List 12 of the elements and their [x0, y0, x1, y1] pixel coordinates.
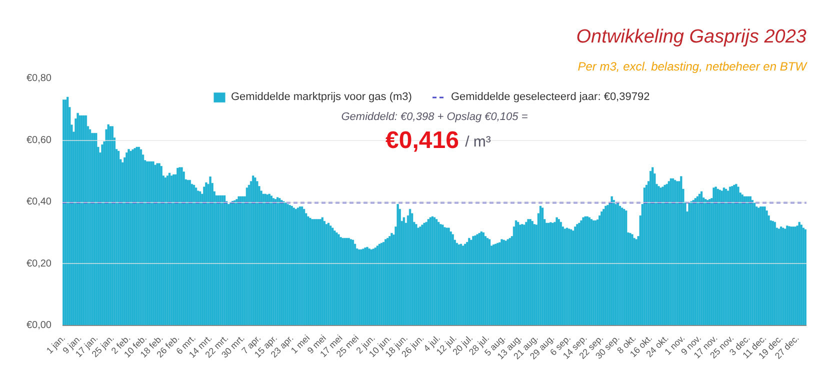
legend-label: Gemiddelde geselecteerd jaar: €0,39792 [450, 91, 650, 103]
y-tick-label: €0,80 [26, 73, 52, 84]
chart-subtitle: Per m3, excl. belasting, netbeheer en BTW [578, 60, 808, 74]
y-tick-label: €0,60 [26, 134, 52, 146]
annotation: Gemiddeld: €0,398 + Opslag €0,105 = [341, 111, 528, 124]
y-tick-label: €0,20 [26, 258, 52, 270]
legend-label: Gemiddelde marktprijs voor gas (m3) [231, 91, 412, 103]
y-tick-label: €0,40 [26, 196, 52, 208]
annotation: / m³ [465, 133, 491, 150]
y-tick-label: €0,00 [26, 320, 52, 331]
chart-title: Ontwikkeling Gasprijs 2023 [576, 26, 807, 48]
annotation: €0,416 [386, 126, 459, 154]
